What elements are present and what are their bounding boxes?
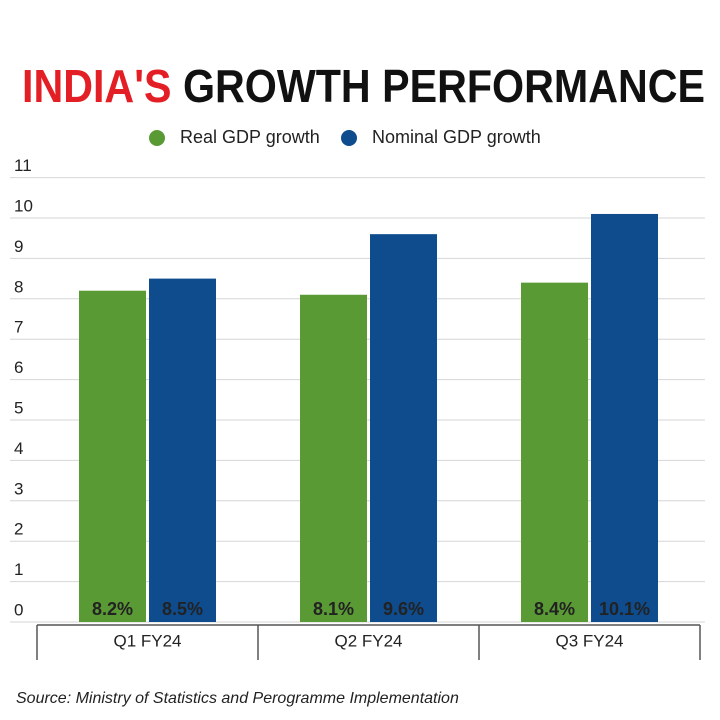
y-tick-label: 7 — [14, 318, 23, 337]
y-tick-label: 6 — [14, 358, 23, 377]
source-note: Source: Ministry of Statistics and Perog… — [16, 690, 459, 707]
y-tick-label: 3 — [14, 479, 23, 498]
bar — [370, 234, 437, 622]
y-tick-label: 4 — [14, 439, 23, 458]
legend-marker — [149, 130, 165, 146]
title-highlight: INDIA'S — [22, 60, 171, 112]
value-label: 9.6% — [383, 599, 424, 619]
y-tick-label: 5 — [14, 398, 23, 417]
y-tick-label: 11 — [14, 156, 32, 175]
value-label: 8.5% — [162, 599, 203, 619]
y-tick-label: 0 — [14, 600, 23, 619]
title-rest: GROWTH PERFORMANCE — [183, 60, 705, 112]
bar — [300, 294, 367, 622]
legend-label: Real GDP growth — [180, 127, 320, 147]
value-label: 8.1% — [313, 599, 354, 619]
y-tick-label: 10 — [14, 196, 33, 215]
bar — [521, 282, 588, 622]
value-label: 10.1% — [599, 599, 650, 619]
x-tick-label: Q3 FY24 — [555, 631, 623, 650]
y-tick-label: 8 — [14, 277, 23, 296]
value-label: 8.2% — [92, 599, 133, 619]
bar — [591, 213, 658, 622]
legend-label: Nominal GDP growth — [372, 127, 541, 147]
bar — [79, 290, 146, 622]
y-tick-label: 1 — [14, 560, 23, 579]
y-tick-label: 2 — [14, 520, 23, 539]
bar — [149, 278, 216, 622]
legend-marker — [341, 130, 357, 146]
x-tick-label: Q2 FY24 — [334, 631, 402, 650]
chart-title: INDIA'S GROWTH PERFORMANCE — [22, 60, 705, 112]
x-tick-label: Q1 FY24 — [113, 631, 181, 650]
y-tick-label: 9 — [14, 237, 23, 256]
value-label: 8.4% — [534, 599, 575, 619]
